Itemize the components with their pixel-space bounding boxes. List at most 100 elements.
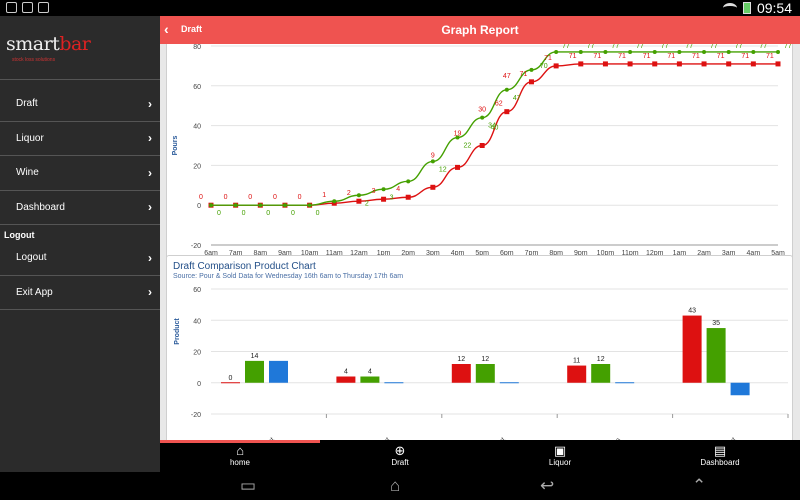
sidebar-item-exit-app[interactable]: Exit App › <box>0 276 160 310</box>
y-tick-label: 40 <box>193 124 201 131</box>
x-tick-label: 5am <box>771 250 785 257</box>
sidebar-item-logout[interactable]: Logout › <box>0 241 160 276</box>
series-line-sold <box>211 51 778 206</box>
play-store-icon <box>38 2 49 13</box>
data-label-poured: 71 <box>667 53 675 60</box>
tab-home[interactable]: ⌂ home <box>160 443 320 472</box>
tab-indicator <box>160 440 320 443</box>
point-sold <box>332 199 337 204</box>
back-nav-icon[interactable]: ↩ <box>540 476 555 495</box>
bar <box>245 360 264 383</box>
data-label-poured: 71 <box>618 53 626 60</box>
data-label-poured: 1 <box>322 192 326 199</box>
point-poured <box>750 61 756 67</box>
data-label-sold: 77 <box>611 44 619 50</box>
bar-chart-title: Draft Comparison Product Chart <box>173 261 316 272</box>
recent-apps-icon[interactable]: ▭ <box>240 476 257 495</box>
point-sold <box>282 203 287 208</box>
logo: smartbar stock loss solutions <box>0 16 160 80</box>
data-label-poured: 71 <box>593 53 601 60</box>
point-sold <box>381 187 386 192</box>
point-poured <box>553 63 559 69</box>
bar <box>591 364 611 383</box>
data-label-sold: 22 <box>464 143 472 150</box>
y-tick-label: 20 <box>193 163 201 170</box>
point-poured <box>652 61 658 67</box>
bar <box>451 364 471 383</box>
bar-chart-subtitle: Source: Pour & Sold Data for Wednesday 1… <box>173 273 404 280</box>
data-label-sold: 2 <box>365 200 369 207</box>
home-nav-icon[interactable]: ⌂ <box>390 476 401 495</box>
y-tick-label: 80 <box>193 44 201 51</box>
data-label-poured: 4 <box>396 186 400 193</box>
status-bar: 09:54 <box>0 0 800 16</box>
data-label-sold: 0 <box>291 210 295 217</box>
bar <box>336 376 356 383</box>
data-label-poured: 71 <box>544 55 552 62</box>
data-label-sold: 0 <box>217 210 221 217</box>
data-label-poured: 71 <box>569 53 577 60</box>
data-label: 47 <box>503 73 511 80</box>
y-tick-label: 60 <box>193 287 201 294</box>
bar <box>706 328 726 383</box>
data-label-sold: 12 <box>439 166 447 173</box>
data-label-sold: 77 <box>661 44 669 50</box>
data-label: 19 <box>454 131 462 138</box>
y-tick-label: 40 <box>193 318 201 325</box>
point-poured <box>504 109 510 115</box>
tab-liquor[interactable]: ▣ Liquor <box>480 443 640 472</box>
chevron-right-icon: › <box>148 165 152 180</box>
point-sold <box>356 193 361 198</box>
data-label-sold: 77 <box>587 44 595 50</box>
tab-draft[interactable]: ⊕ Draft <box>320 443 480 472</box>
data-label-sold: 77 <box>710 44 718 50</box>
image-notification-icon <box>22 2 33 13</box>
chevron-right-icon: › <box>148 250 152 265</box>
data-label-sold: 3 <box>390 194 394 201</box>
data-label-poured: 71 <box>717 53 725 60</box>
bar-label: 43 <box>688 308 696 315</box>
point-sold <box>233 203 238 208</box>
data-label-poured: 71 <box>519 71 527 78</box>
data-label-sold: 77 <box>759 44 767 50</box>
chevron-right-icon: › <box>148 131 152 146</box>
data-label-sold: 47 <box>513 95 521 102</box>
x-tick-label: 8am <box>253 250 267 257</box>
chevron-up-icon[interactable]: ⌃ <box>692 476 707 495</box>
point-poured <box>405 194 411 200</box>
data-label-poured: 3 <box>372 188 376 195</box>
y-tick-label: 20 <box>193 350 201 357</box>
back-button[interactable]: Draft <box>181 24 203 34</box>
sidebar-item-wine[interactable]: Wine › <box>0 156 160 191</box>
battery-icon <box>742 2 751 14</box>
bar <box>269 360 288 383</box>
sidebar-item-liquor[interactable]: Liquor › <box>0 122 160 156</box>
header-bar: ‹ Draft Graph Report <box>160 16 800 44</box>
bar-label: 11 <box>573 358 580 365</box>
bar <box>682 315 702 383</box>
tab-dashboard[interactable]: ▤ Dashboard <box>640 443 800 472</box>
bar-label: 12 <box>457 356 465 363</box>
point-poured <box>479 143 485 148</box>
report-content[interactable]: -20 0 20 40 60 80 Pours 6am 7am 8am 9am 10am 11am 12a… <box>160 44 800 440</box>
data-label-poured: 0 <box>224 194 228 201</box>
data-label: 30 <box>478 107 486 114</box>
bar-label: 35 <box>712 320 720 327</box>
back-icon[interactable]: ‹ <box>164 21 169 37</box>
x-tick-label: 1pm <box>377 250 391 257</box>
x-tick-label: 5pm <box>475 250 489 257</box>
data-label-sold: 77 <box>735 44 743 50</box>
y-tick-label: 0 <box>197 203 201 210</box>
point-poured <box>430 184 436 190</box>
x-tick-label: 7am <box>229 250 243 257</box>
sidebar-item-draft[interactable]: Draft › <box>0 87 160 122</box>
y-tick-label: -20 <box>191 243 201 250</box>
point-sold <box>776 49 780 54</box>
bar-chart: -200204060Product425ml Pint014285ml Pint… <box>174 287 789 440</box>
point-sold <box>603 49 608 54</box>
sidebar-item-dashboard[interactable]: Dashboard › <box>0 191 160 225</box>
x-tick-label: 11pm <box>622 250 639 257</box>
x-tick-label: 10am <box>301 250 319 257</box>
